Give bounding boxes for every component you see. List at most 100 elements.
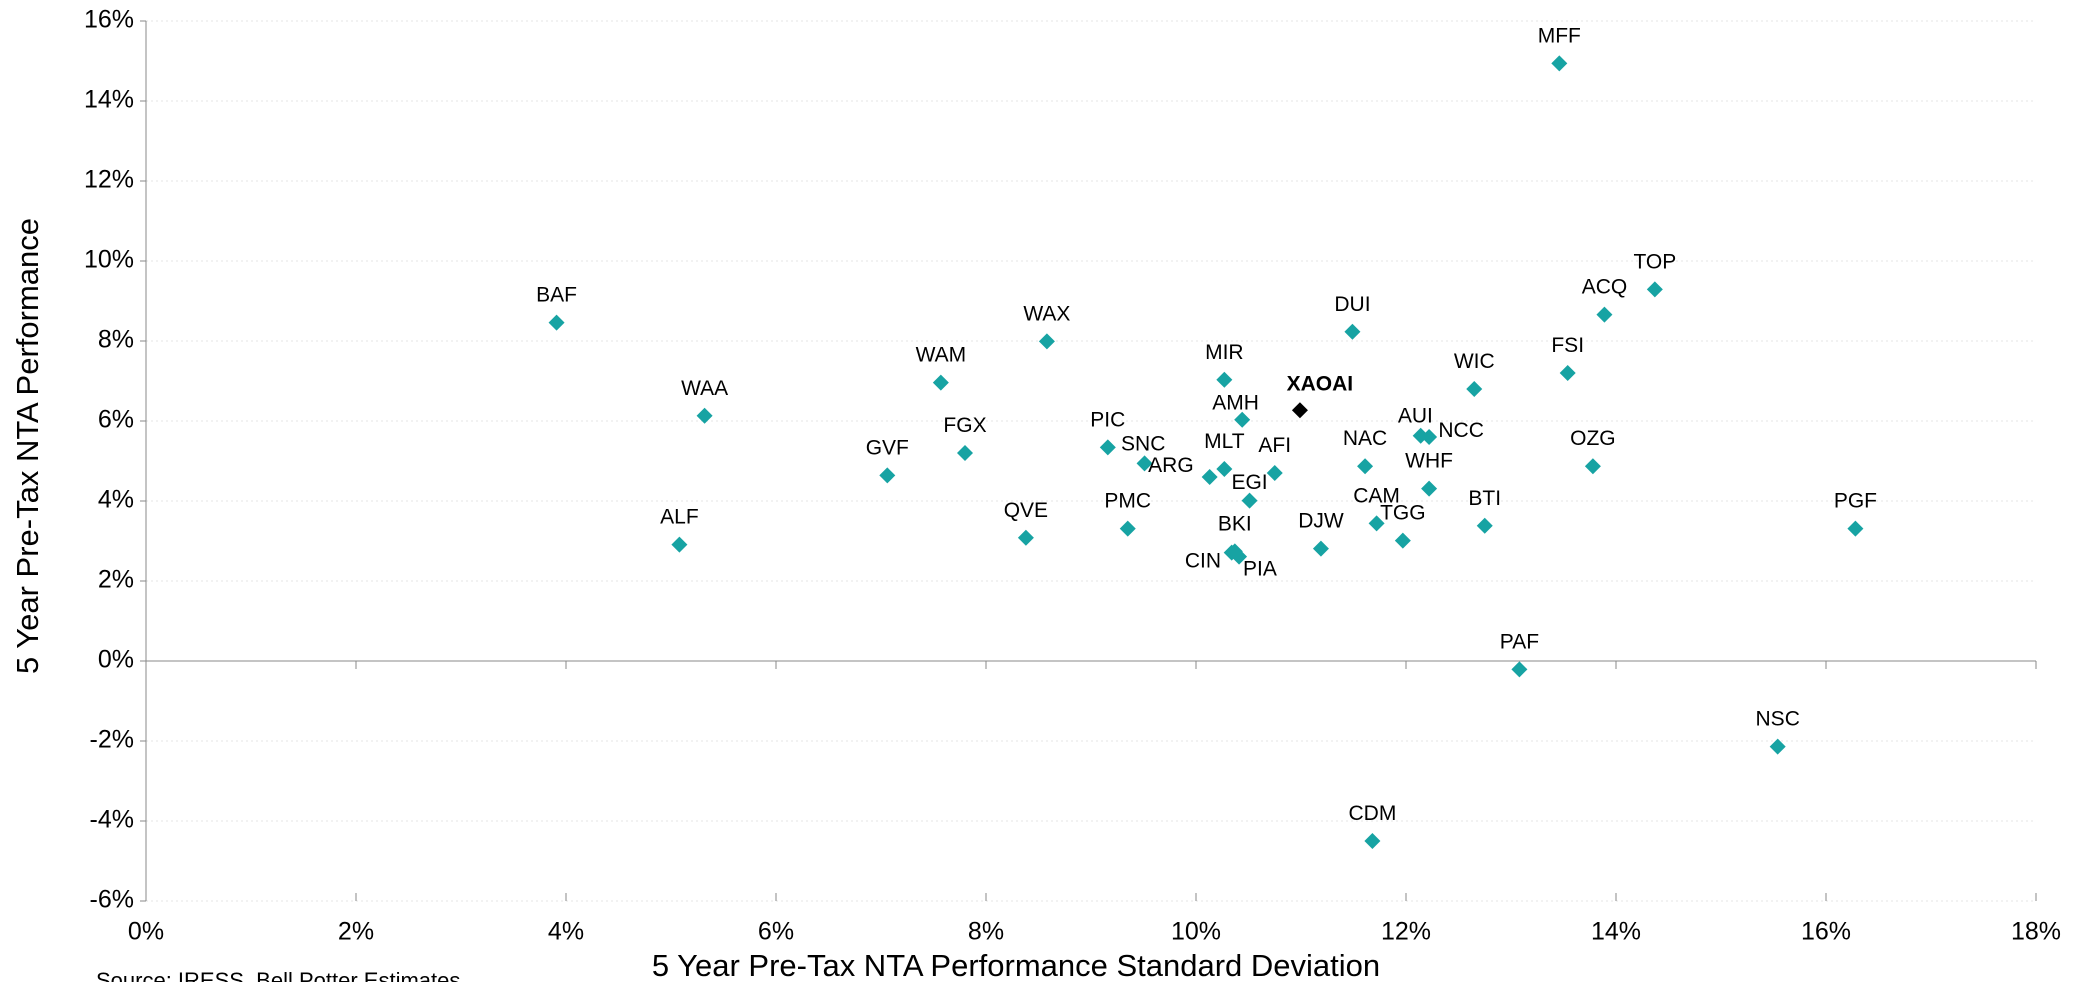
point-label: NAC bbox=[1343, 427, 1387, 450]
point bbox=[1017, 529, 1034, 546]
point bbox=[1511, 661, 1528, 678]
y-tick-label: 2% bbox=[98, 566, 134, 594]
point bbox=[1216, 371, 1233, 388]
point bbox=[1201, 469, 1218, 485]
point-label: WAX bbox=[1023, 302, 1070, 325]
point bbox=[1241, 492, 1258, 509]
point-label: CDM bbox=[1348, 802, 1396, 825]
point-label: OZG bbox=[1570, 427, 1616, 450]
source-note: Source: IRESS, Bell Potter Estimates bbox=[96, 968, 460, 982]
point bbox=[1099, 439, 1116, 456]
point bbox=[1476, 517, 1493, 534]
point bbox=[696, 407, 713, 424]
y-tick-label: -4% bbox=[90, 806, 134, 834]
point bbox=[1584, 458, 1601, 475]
point bbox=[879, 467, 896, 484]
point-label: PAF bbox=[1500, 630, 1539, 653]
point-label: SNC bbox=[1121, 432, 1165, 455]
point bbox=[1231, 548, 1248, 565]
y-tick-label: 0% bbox=[98, 646, 134, 674]
point bbox=[1466, 381, 1483, 397]
point-label: WAA bbox=[681, 377, 728, 400]
point bbox=[1646, 281, 1663, 298]
x-tick-label: 10% bbox=[1171, 918, 1221, 946]
point-label: ALF bbox=[660, 506, 699, 529]
point-label: DJW bbox=[1298, 510, 1344, 533]
point-label: WHF bbox=[1405, 450, 1453, 473]
point bbox=[1551, 55, 1568, 72]
point bbox=[1136, 455, 1153, 472]
x-tick-label: 16% bbox=[1801, 918, 1851, 946]
point-label: MLT bbox=[1204, 430, 1245, 453]
point bbox=[1119, 520, 1136, 537]
y-tick-label: 6% bbox=[98, 406, 134, 434]
point bbox=[1368, 515, 1385, 532]
point-label: CAM bbox=[1353, 484, 1400, 507]
point-label: TOP bbox=[1633, 250, 1676, 273]
point-label: FSI bbox=[1551, 334, 1584, 357]
point bbox=[1291, 402, 1308, 419]
point-label: WAM bbox=[916, 344, 967, 367]
point bbox=[957, 445, 973, 461]
point bbox=[1596, 306, 1613, 323]
y-tick-label: 12% bbox=[84, 166, 134, 194]
x-tick-label: 18% bbox=[2011, 918, 2061, 946]
x-axis-title: 5 Year Pre-Tax NTA Performance Standard … bbox=[652, 948, 1380, 982]
point-label: DUI bbox=[1334, 293, 1370, 316]
y-tick-label: 16% bbox=[84, 6, 134, 34]
point-label: WIC bbox=[1454, 350, 1495, 373]
y-tick-label: 4% bbox=[98, 486, 134, 514]
point-label: EGI bbox=[1231, 471, 1267, 494]
point-label: BAF bbox=[536, 284, 577, 307]
point-label: AUI bbox=[1398, 405, 1433, 428]
point bbox=[1847, 520, 1864, 537]
x-tick-label: 6% bbox=[758, 918, 794, 946]
x-tick-label: 14% bbox=[1591, 918, 1641, 946]
point bbox=[1038, 333, 1055, 350]
point bbox=[548, 314, 565, 331]
point-label: AMH bbox=[1212, 391, 1259, 414]
point-label: NSC bbox=[1756, 708, 1800, 731]
point-label: BKI bbox=[1218, 512, 1252, 535]
point-label: PMC bbox=[1104, 490, 1151, 513]
y-tick-label: 10% bbox=[84, 246, 134, 274]
point bbox=[1357, 458, 1374, 475]
point-label: ARG bbox=[1148, 454, 1194, 477]
point-label: MFF bbox=[1538, 24, 1581, 47]
x-tick-label: 8% bbox=[968, 918, 1004, 946]
point bbox=[1421, 429, 1438, 445]
y-tick-label: -2% bbox=[90, 726, 134, 754]
y-tick-label: 8% bbox=[98, 326, 134, 354]
point bbox=[1312, 540, 1329, 557]
point bbox=[1266, 465, 1283, 481]
point-label: QVE bbox=[1004, 499, 1048, 522]
point bbox=[1216, 461, 1233, 477]
x-tick-label: 4% bbox=[548, 918, 584, 946]
point-label: PGF bbox=[1834, 490, 1877, 513]
point-label: PIA bbox=[1243, 557, 1277, 580]
point bbox=[1394, 532, 1411, 549]
y-axis-title: 5 Year Pre-Tax NTA Performance bbox=[10, 218, 45, 674]
point bbox=[1364, 833, 1381, 849]
point bbox=[1421, 480, 1438, 497]
point-label: NCC bbox=[1438, 419, 1484, 442]
point-label: GVF bbox=[866, 436, 909, 459]
point-label: MIR bbox=[1205, 341, 1244, 364]
point bbox=[1769, 738, 1786, 755]
point bbox=[1559, 365, 1576, 381]
point-label: ACQ bbox=[1582, 276, 1628, 299]
y-tick-label: 14% bbox=[84, 86, 134, 114]
point-label: CIN bbox=[1185, 549, 1221, 572]
point-label: XAOAI bbox=[1287, 372, 1354, 395]
point-label: FGX bbox=[943, 414, 986, 437]
point-label: TGG bbox=[1380, 502, 1426, 525]
x-tick-label: 2% bbox=[338, 918, 374, 946]
point-label: AFI bbox=[1258, 434, 1291, 457]
point bbox=[1234, 411, 1251, 428]
y-tick-label: -6% bbox=[90, 886, 134, 914]
point bbox=[932, 374, 949, 391]
point-label: PIC bbox=[1090, 408, 1125, 431]
x-tick-label: 12% bbox=[1381, 918, 1431, 946]
x-tick-label: 0% bbox=[128, 918, 164, 946]
